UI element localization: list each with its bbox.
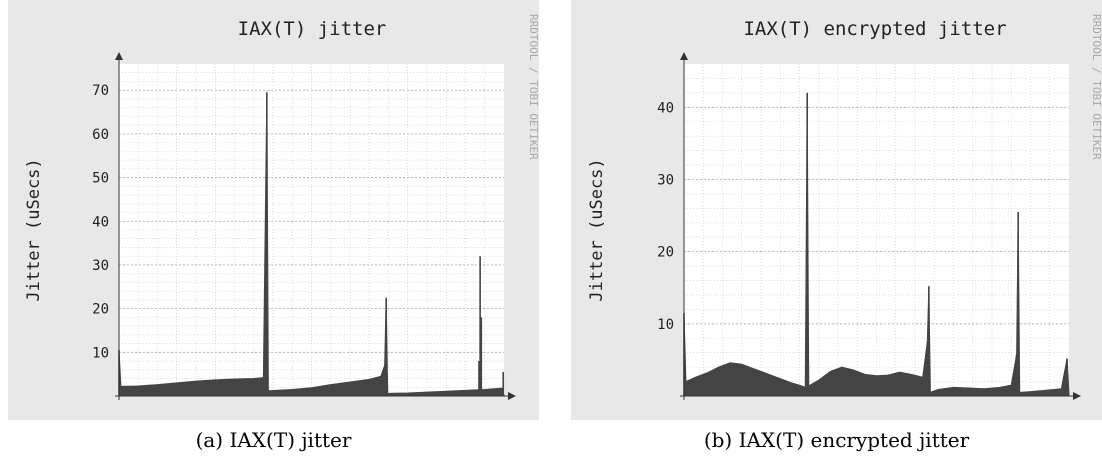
x-axis-arrow <box>1073 392 1081 400</box>
chart-b-svg: 10 20 30 40 IAX(T) encrypted jitter Jitter (u… <box>587 14 1102 400</box>
y-axis-arrow <box>115 52 123 60</box>
y-axis-label: Jitter (uSecs) <box>587 158 607 301</box>
watermark: RRDTOOL / TOBI OETIKER <box>1090 14 1102 160</box>
x-axis-arrow <box>508 392 516 400</box>
y-tick-label: 60 <box>92 127 109 143</box>
chart-title: IAX(T) jitter <box>238 18 387 40</box>
caption-a: (a) IAX(T) jitter <box>195 428 352 452</box>
y-axis-label: Jitter (uSecs) <box>24 158 44 301</box>
chart-panel-b: 10 20 30 40 IAX(T) encrypted jitter Jitter (u… <box>571 0 1102 420</box>
chart-panel-a: 10 20 30 40 50 60 70 IAX(T) jitter Jitter (uSecs… <box>8 0 539 420</box>
y-tick-label: 30 <box>657 172 674 188</box>
y-tick-label: 10 <box>657 317 674 333</box>
y-tick-label: 40 <box>92 214 109 230</box>
caption-b: (b) IAX(T) encrypted jitter <box>703 428 970 452</box>
y-tick-label: 30 <box>92 258 109 274</box>
y-tick-label: 50 <box>92 171 109 187</box>
y-tick-label: 20 <box>657 245 674 261</box>
y-tick-label: 20 <box>92 302 109 318</box>
y-axis-arrow <box>680 52 688 60</box>
y-tick-label: 70 <box>92 83 109 99</box>
watermark: RRDTOOL / TOBI OETIKER <box>527 14 539 160</box>
y-tick-label: 40 <box>657 100 674 116</box>
chart-title: IAX(T) encrypted jitter <box>743 18 1006 40</box>
chart-a-svg: 10 20 30 40 50 60 70 IAX(T) jitter Jitter (uSecs… <box>24 14 539 400</box>
y-tick-label: 10 <box>92 345 109 361</box>
